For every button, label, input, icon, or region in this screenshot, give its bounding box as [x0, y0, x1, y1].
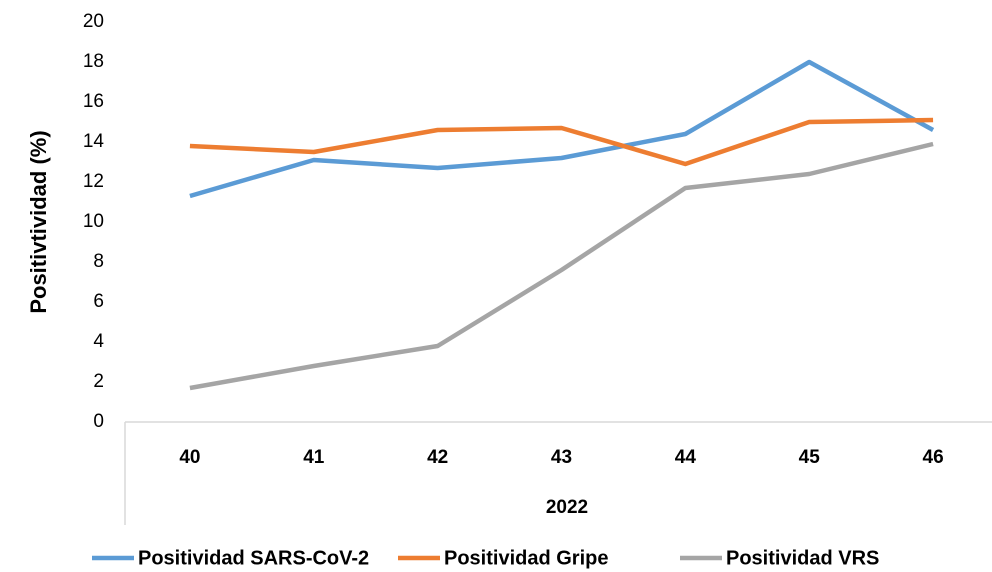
- y-tick-label: 20: [83, 11, 104, 32]
- x-tick-label: 41: [303, 447, 325, 468]
- y-axis-label: Positivtividad (%): [26, 130, 51, 313]
- x-tick-label: 44: [675, 447, 697, 468]
- x-tick-label: 42: [427, 447, 448, 468]
- y-tick-label: 2: [93, 371, 104, 392]
- y-tick-label: 16: [83, 91, 104, 112]
- y-tick-label: 12: [83, 171, 104, 192]
- legend-label: Positividad Gripe: [444, 547, 608, 569]
- y-tick-label: 18: [83, 51, 104, 72]
- x-tick-label: 45: [799, 447, 821, 468]
- legend-label: Positividad SARS-CoV-2: [138, 547, 369, 569]
- y-tick-label: 6: [93, 291, 104, 312]
- y-tick-label: 0: [93, 411, 104, 432]
- series-line: [189, 141, 934, 391]
- y-tick-label: 4: [93, 331, 104, 352]
- series-line: [189, 59, 935, 199]
- x-tick-label: 46: [923, 447, 944, 468]
- y-tick-label: 8: [93, 251, 104, 272]
- series-line: [189, 117, 934, 167]
- x-tick-label: 43: [551, 447, 572, 468]
- y-tick-label: 14: [83, 131, 105, 152]
- legend-label: Positividad VRS: [726, 547, 879, 569]
- x-axis-label: 2022: [546, 497, 588, 518]
- x-tick-label: 40: [179, 447, 200, 468]
- y-tick-label: 10: [83, 211, 104, 232]
